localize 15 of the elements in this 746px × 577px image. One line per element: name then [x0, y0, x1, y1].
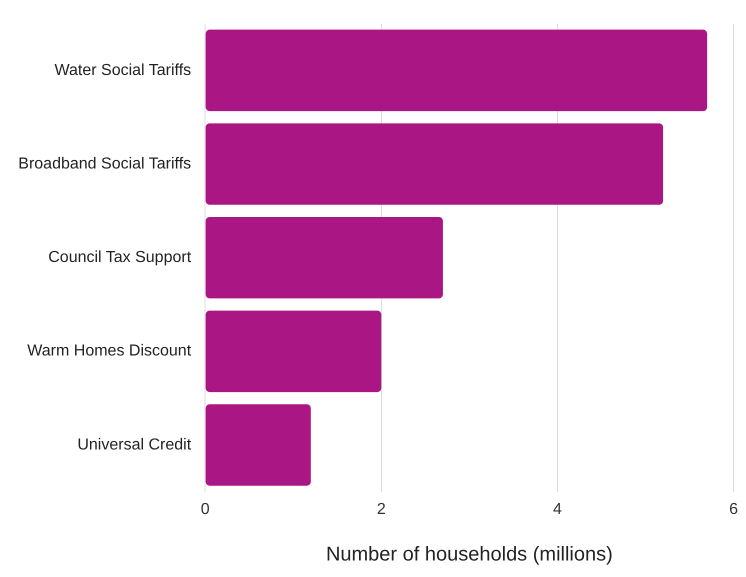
bar: [206, 216, 443, 298]
y-tick-label: Warm Homes Discount: [27, 342, 192, 360]
x-tick-label: 2: [376, 500, 386, 518]
bar: [206, 123, 664, 205]
x-axis-title: Number of households (millions): [326, 544, 613, 566]
x-tick-label: 0: [200, 500, 210, 518]
y-tick-label: Broadband Social Tariffs: [18, 155, 192, 172]
bar: [206, 310, 382, 392]
x-tick-label: 4: [552, 500, 562, 518]
x-tick-label: 6: [729, 500, 738, 518]
bar: [206, 30, 708, 112]
y-tick-label: Water Social Tariffs: [54, 62, 192, 79]
y-tick-label: Council Tax Support: [48, 249, 192, 266]
y-tick-label: Universal Credit: [77, 436, 192, 454]
bar: [206, 404, 311, 486]
